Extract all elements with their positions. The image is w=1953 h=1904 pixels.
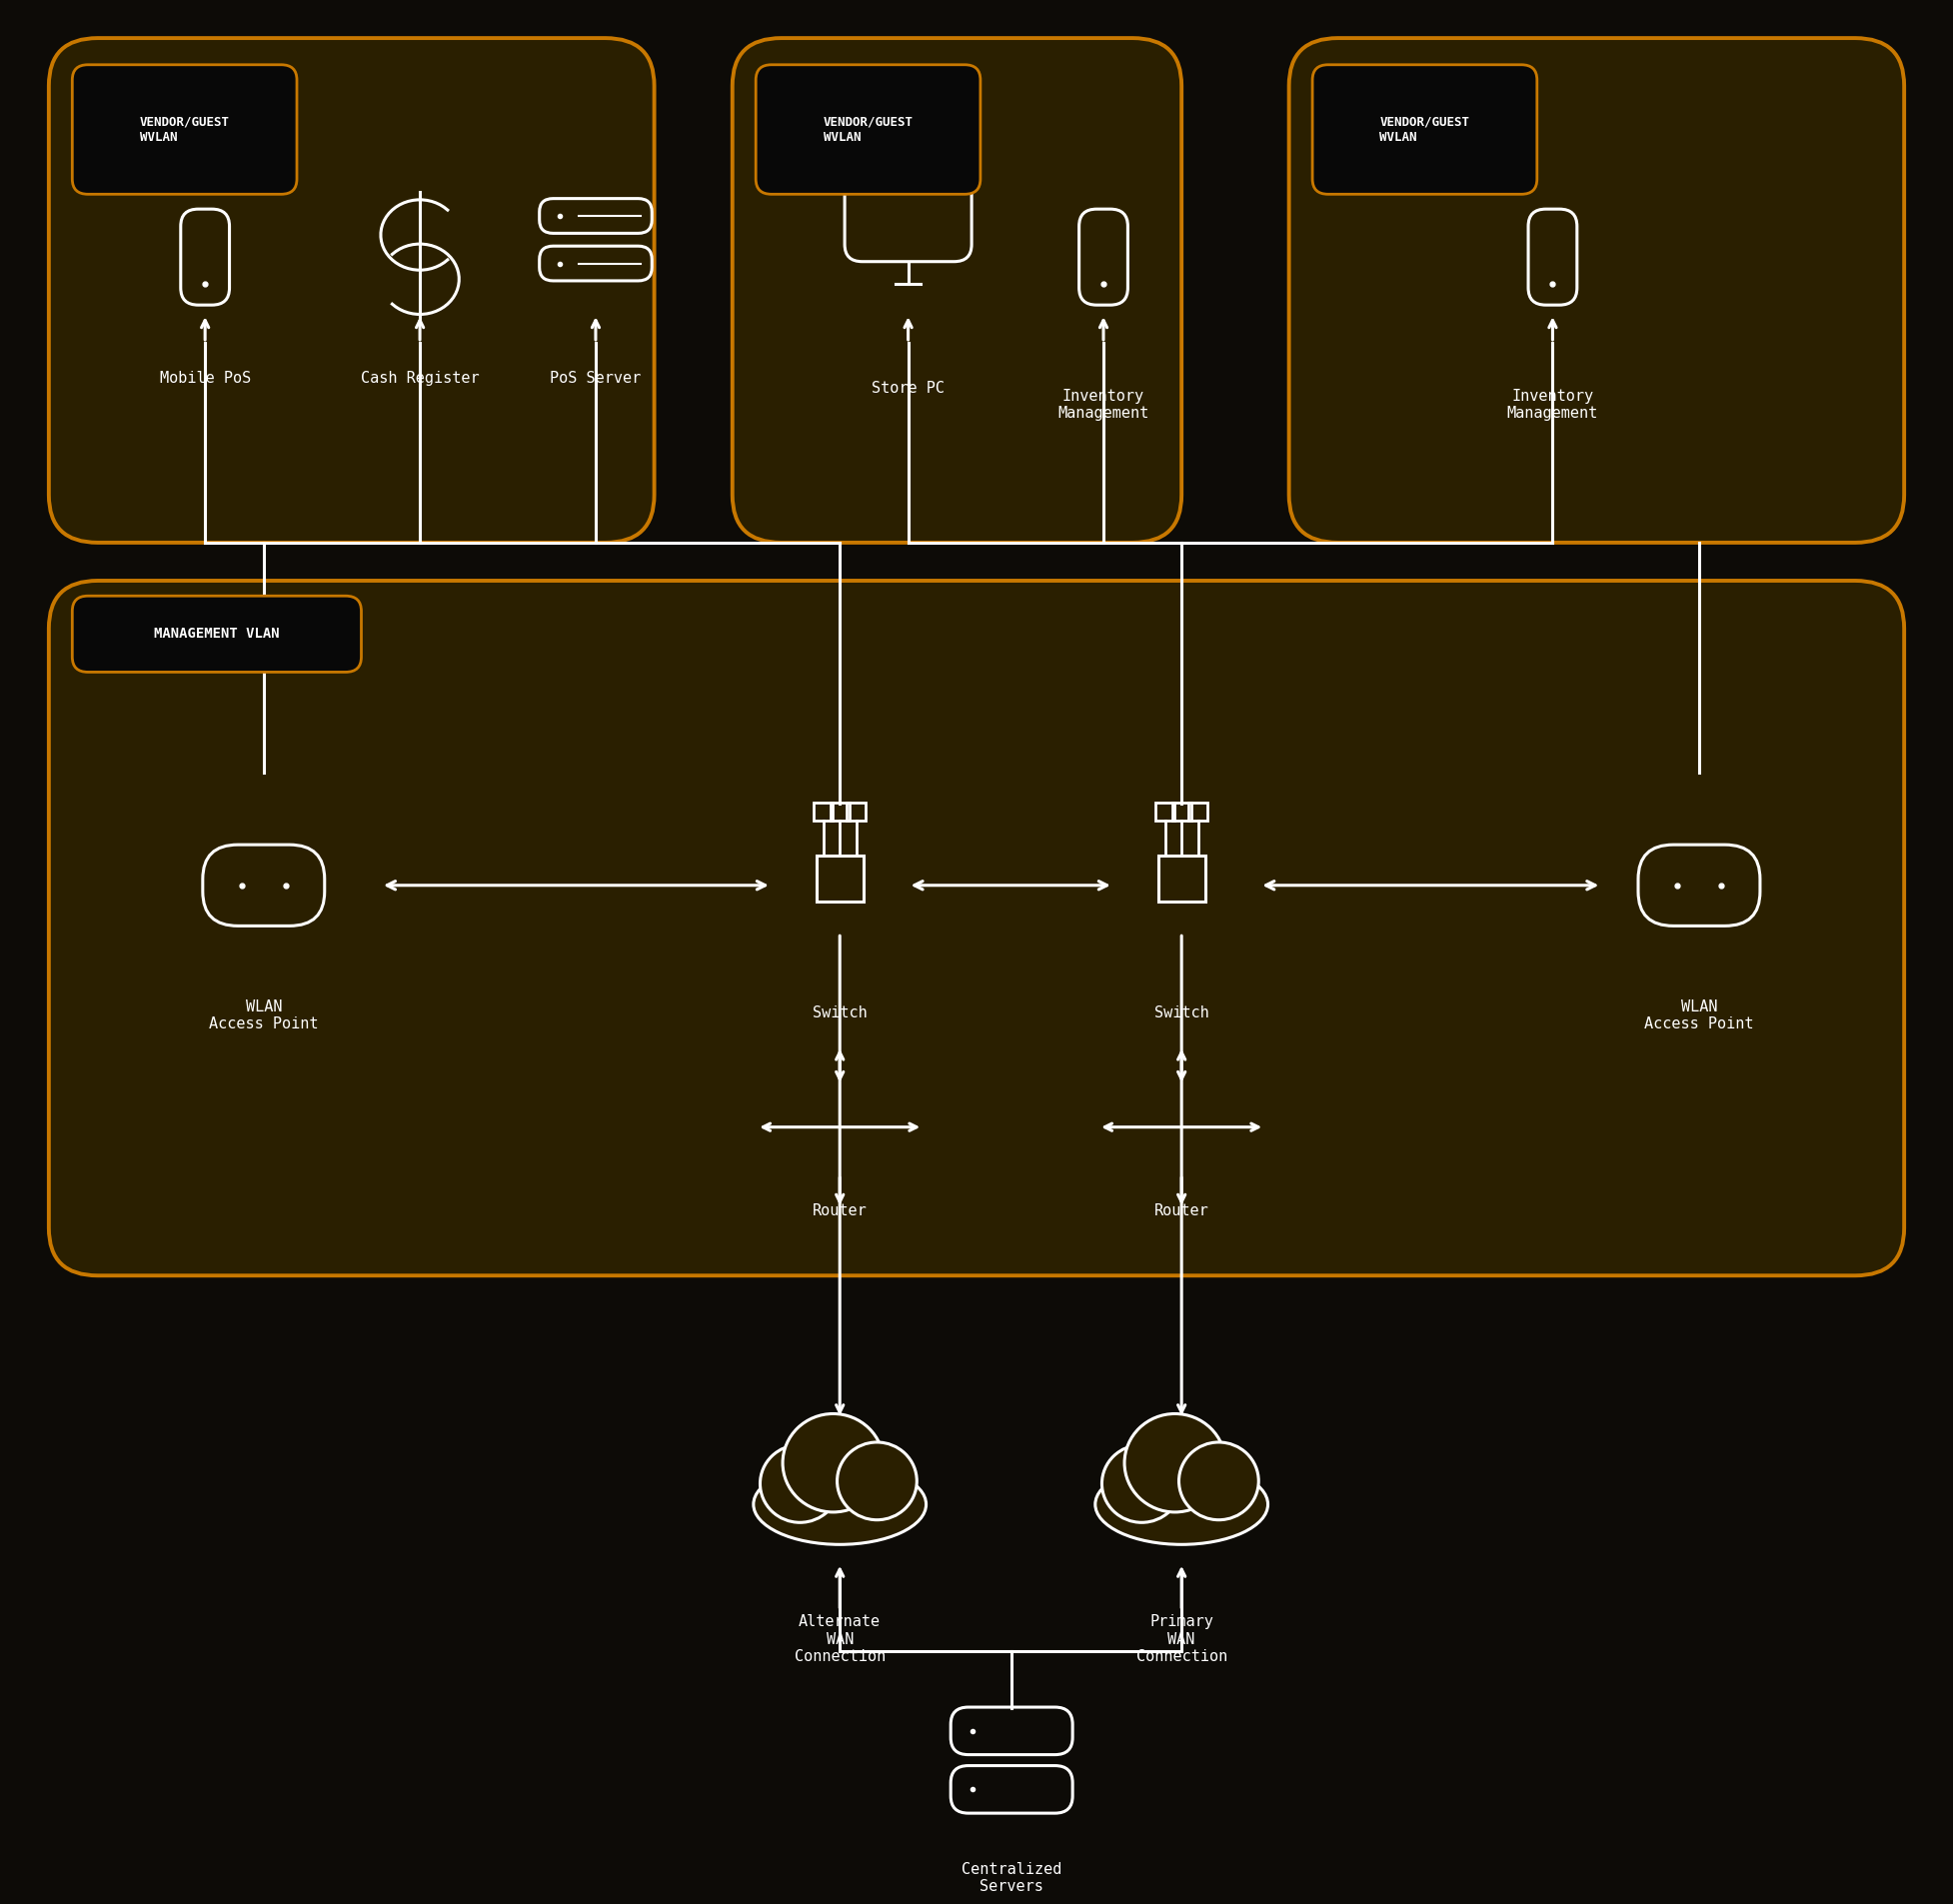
- Circle shape: [1180, 1441, 1258, 1519]
- FancyBboxPatch shape: [756, 65, 980, 194]
- Text: Cash Register: Cash Register: [361, 371, 478, 387]
- FancyBboxPatch shape: [72, 596, 361, 672]
- Circle shape: [1125, 1415, 1225, 1512]
- Ellipse shape: [1096, 1464, 1267, 1544]
- FancyBboxPatch shape: [1312, 65, 1537, 194]
- Text: Mobile PoS: Mobile PoS: [160, 371, 250, 387]
- FancyBboxPatch shape: [732, 38, 1182, 543]
- Text: Switch: Switch: [1154, 1005, 1209, 1021]
- Text: Inventory
Management: Inventory Management: [1508, 388, 1598, 421]
- Text: Centralized
Servers: Centralized Servers: [961, 1862, 1062, 1894]
- Text: WLAN
Access Point: WLAN Access Point: [209, 1000, 318, 1032]
- Text: Inventory
Management: Inventory Management: [1059, 388, 1148, 421]
- Text: Switch: Switch: [812, 1005, 867, 1021]
- Text: Store PC: Store PC: [871, 381, 945, 396]
- FancyBboxPatch shape: [72, 65, 297, 194]
- Text: Router: Router: [1154, 1203, 1209, 1219]
- Text: Alternate
WAN
Connection: Alternate WAN Connection: [795, 1615, 885, 1664]
- Circle shape: [783, 1415, 883, 1512]
- Circle shape: [838, 1441, 916, 1519]
- Text: VENDOR/GUEST
WVLAN: VENDOR/GUEST WVLAN: [822, 116, 914, 143]
- FancyBboxPatch shape: [49, 38, 654, 543]
- Circle shape: [1101, 1445, 1182, 1523]
- Bar: [848, 803, 865, 821]
- Bar: [1156, 803, 1174, 821]
- Text: WLAN
Access Point: WLAN Access Point: [1644, 1000, 1754, 1032]
- Text: VENDOR/GUEST
WVLAN: VENDOR/GUEST WVLAN: [139, 116, 230, 143]
- Ellipse shape: [754, 1464, 926, 1544]
- Text: Primary
WAN
Connection: Primary WAN Connection: [1137, 1615, 1226, 1664]
- Text: MANAGEMENT VLAN: MANAGEMENT VLAN: [154, 626, 279, 642]
- Text: Router: Router: [812, 1203, 867, 1219]
- Bar: [814, 803, 832, 821]
- Bar: [1172, 803, 1191, 821]
- Bar: [1189, 803, 1207, 821]
- Text: PoS Server: PoS Server: [551, 371, 641, 387]
- Text: VENDOR/GUEST
WVLAN: VENDOR/GUEST WVLAN: [1379, 116, 1471, 143]
- Circle shape: [760, 1445, 840, 1523]
- FancyBboxPatch shape: [49, 581, 1904, 1276]
- Bar: [830, 803, 850, 821]
- FancyBboxPatch shape: [1289, 38, 1904, 543]
